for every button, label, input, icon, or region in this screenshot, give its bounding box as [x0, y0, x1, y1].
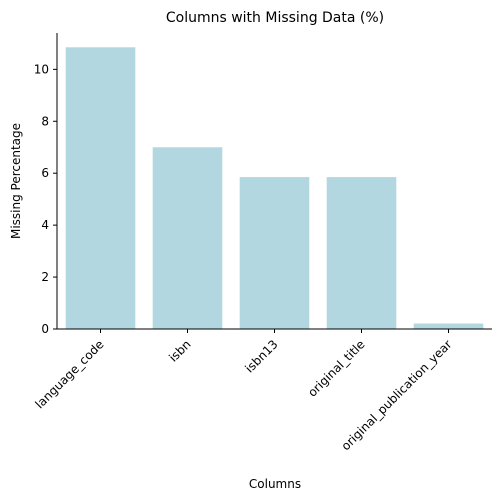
bar-original_title [326, 177, 397, 329]
x-tick-label: isbn13 [242, 337, 280, 375]
x-tick-label: isbn [166, 337, 193, 364]
y-axis-label: Missing Percentage [9, 123, 23, 239]
x-axis-label: Columns [249, 477, 301, 491]
bar-isbn13 [239, 177, 310, 329]
y-axis: 0 2 4 6 8 10 [34, 62, 57, 336]
y-tick-label: 4 [41, 218, 49, 232]
x-axis: language_code isbn isbn13 original_titleori… [33, 329, 455, 453]
bar-original_publication_year [413, 323, 484, 329]
x-tick-label: language_code [33, 337, 107, 411]
chart-title: Columns with Missing Data (%) [166, 10, 384, 26]
y-tick-label: 10 [34, 62, 49, 76]
x-tick-label: original_title [305, 337, 367, 399]
bar-language_code [65, 47, 136, 329]
y-tick-label: 2 [41, 270, 49, 284]
y-tick-label: 0 [41, 322, 49, 336]
y-tick-label: 6 [41, 166, 49, 180]
bar-isbn [152, 147, 223, 329]
y-tick-label: 8 [41, 114, 49, 128]
bars [65, 47, 484, 329]
